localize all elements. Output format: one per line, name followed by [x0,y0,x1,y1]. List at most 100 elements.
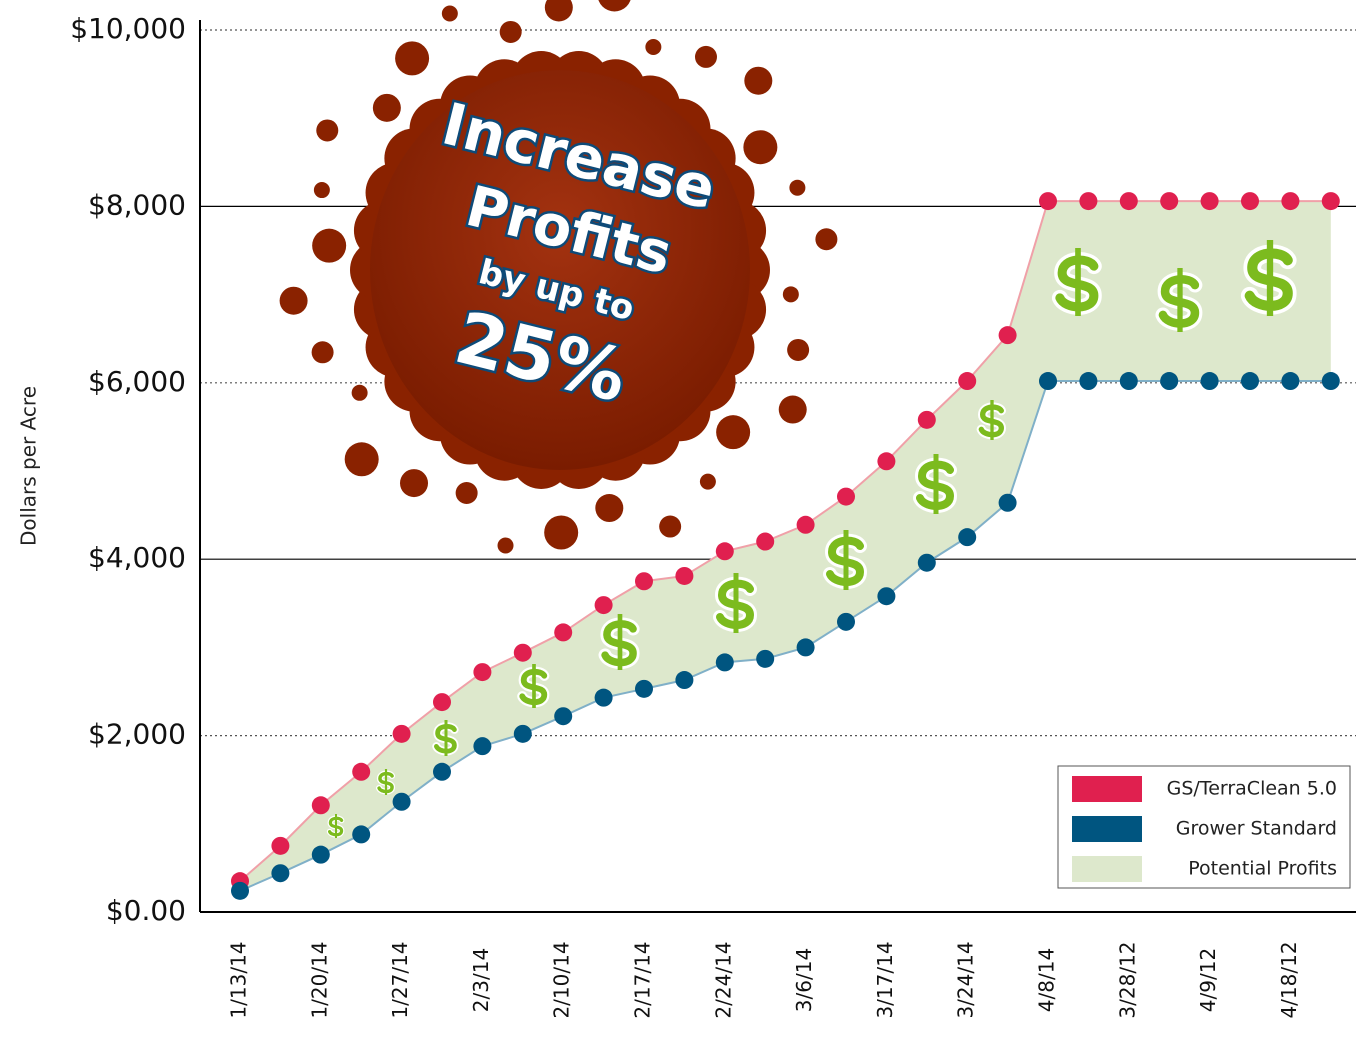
x-tick-label: 2/10/14 [550,941,574,1018]
dollar-icon [1240,240,1297,316]
burst-dot [441,5,458,22]
data-point [958,372,977,391]
burst-dot [312,228,347,263]
data-point [554,707,573,726]
burst-dot [279,286,308,315]
data-point [1321,192,1340,211]
burst-dot [311,341,334,364]
data-point [1039,192,1057,211]
data-point [433,762,451,781]
burst-dot [598,0,631,12]
data-point [1160,372,1179,391]
y-tick-label: $6,000 [88,365,186,398]
burst-dot [694,45,717,68]
x-tick-label: 3/28/12 [1115,941,1139,1018]
x-tick-label: 3/17/14 [873,941,897,1018]
data-point [1119,372,1138,391]
dollar-icon [376,768,396,796]
x-tick-label: 2/3/14 [469,948,493,1012]
burst-dot [789,179,806,196]
burst-dot [782,286,799,303]
data-point [473,663,492,682]
data-point [554,623,573,642]
data-point [635,572,653,591]
dollar-icon [976,399,1007,441]
data-point [311,845,330,864]
burst-dot [743,130,778,165]
data-point [433,693,451,712]
x-tick-label: 4/9/12 [1196,948,1220,1012]
data-point [1241,192,1259,211]
data-point [513,724,532,743]
data-point [998,493,1017,512]
y-axis-title: Dollars per Acre [17,386,41,546]
data-point [352,762,371,781]
burst-dot [313,182,330,199]
dollar-icon [823,530,868,590]
x-tick-label: 2/17/14 [631,941,655,1018]
burst-dot [351,384,368,401]
burst-dot [316,119,339,142]
burst-dot [645,38,662,55]
data-point [1079,372,1098,391]
data-point [1281,192,1300,211]
data-point [1119,192,1138,211]
burst-dot [400,469,429,498]
data-point [877,587,896,606]
burst-dot [778,395,807,424]
data-point [675,566,694,585]
data-point [513,643,532,662]
data-point [917,410,936,429]
x-tick-label: 2/24/14 [711,941,735,1018]
x-tick-label: 1/13/14 [227,941,251,1018]
burst-dot [544,0,573,22]
data-point [877,452,896,471]
dollar-icon [326,813,345,839]
data-point [352,825,371,844]
data-point [271,836,290,855]
burst-dot [455,482,478,505]
data-point [958,528,977,547]
x-tick-label: 1/20/14 [307,941,331,1018]
data-point [231,881,249,900]
legend-swatch [1072,816,1142,842]
data-point [473,737,492,756]
burst-core [370,70,750,470]
series-line [239,380,1331,892]
data-point [311,796,330,815]
burst-dot [744,66,773,95]
data-point [715,653,734,672]
data-point [594,596,613,615]
burst-dot [395,41,430,76]
data-point [594,688,613,707]
data-point [756,649,775,668]
x-tick-label: 3/6/14 [792,948,816,1012]
dollar-icon [713,573,758,633]
y-tick-label: $4,000 [88,541,186,574]
burst-dot [544,515,579,550]
x-tick-label: 4/18/12 [1277,941,1301,1018]
dollar-icon [913,454,958,514]
legend-swatch [1072,856,1142,882]
data-point [796,515,815,534]
y-tick-label: $2,000 [88,718,186,751]
data-point [635,679,653,698]
data-point [675,671,694,690]
burst-dot [595,494,624,523]
series-line [239,200,1331,882]
dollar-icon [517,663,550,709]
data-point [392,724,411,743]
profit-area [240,201,1331,891]
burst-dot [716,415,751,450]
burst-dot [497,537,514,554]
data-point [1079,192,1098,211]
data-point [1200,192,1219,211]
data-point [837,487,855,506]
data-point [715,542,734,561]
data-point [1321,372,1340,391]
data-point [392,792,411,811]
data-point [998,326,1017,345]
data-point [1281,372,1300,391]
